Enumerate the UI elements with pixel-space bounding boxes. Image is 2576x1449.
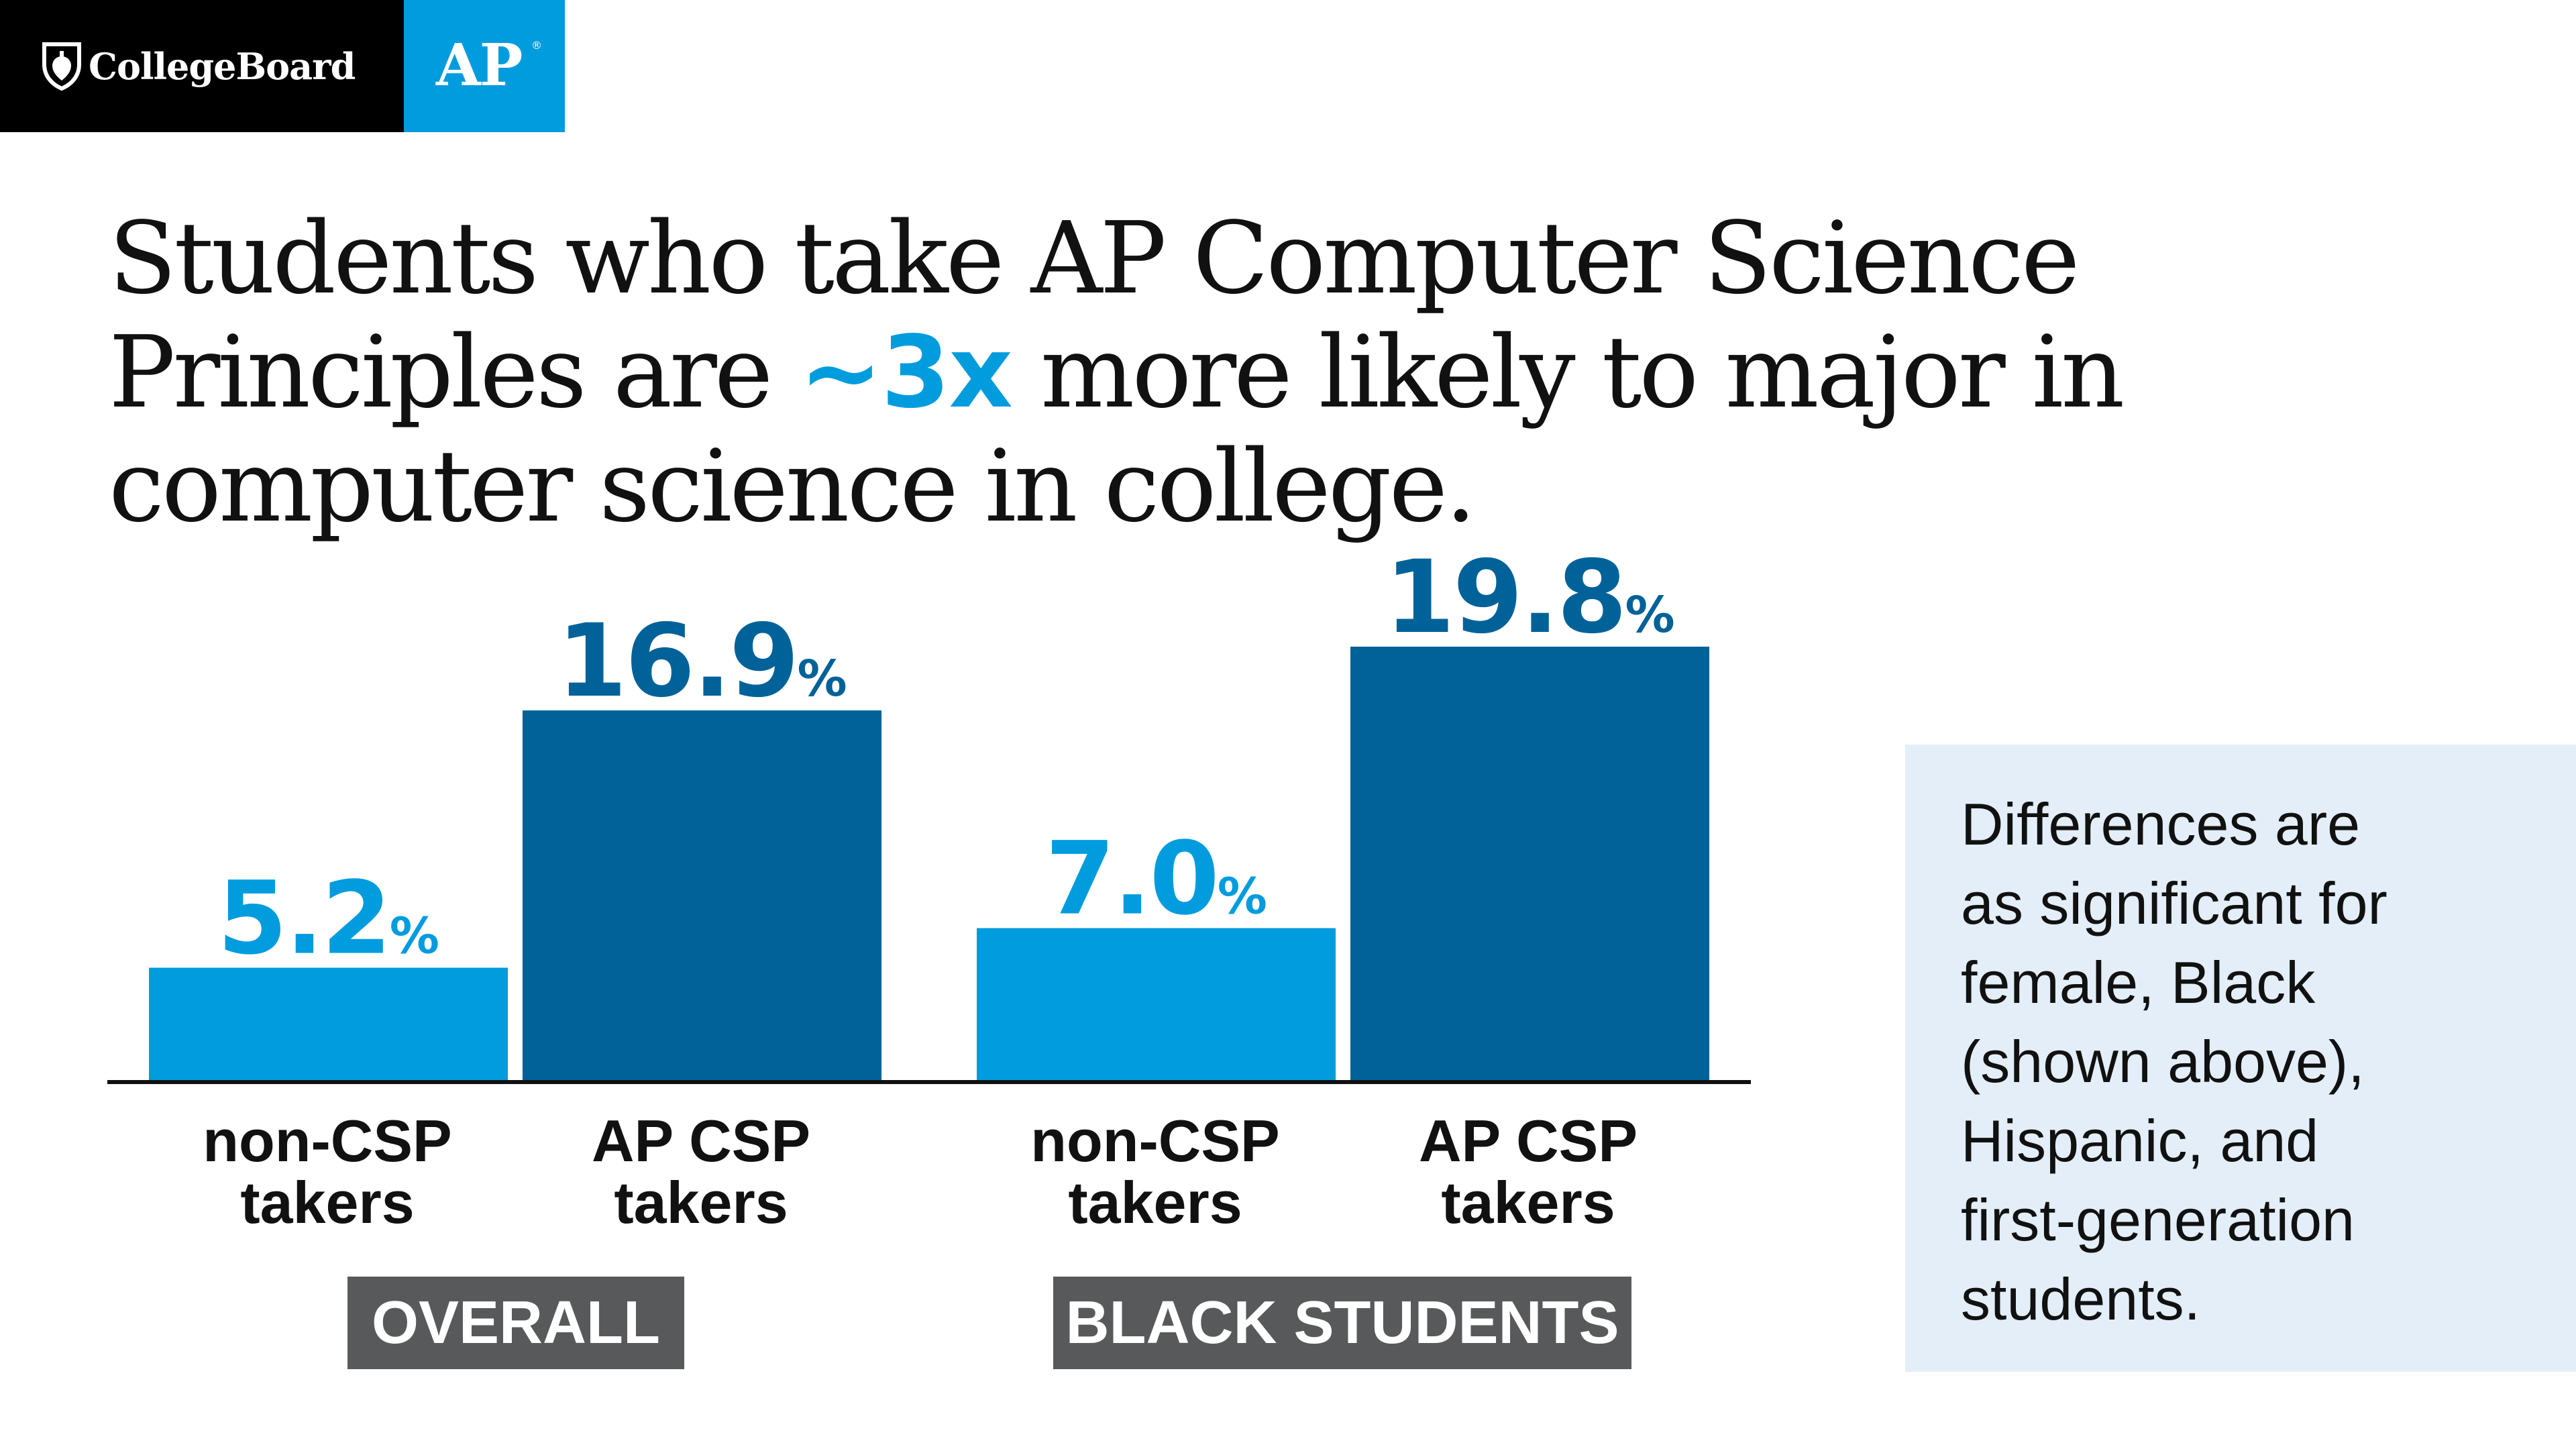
note-line: Differences are	[1961, 791, 2361, 857]
value-label-black-students-noncsp: 7.0%	[1045, 821, 1267, 938]
headline: Students who take AP Computer Science Pr…	[109, 201, 2322, 543]
category-label-line: takers	[1441, 1169, 1615, 1236]
note-line: students.	[1961, 1266, 2201, 1332]
registered-mark: ®	[531, 39, 542, 52]
category-label-line: takers	[1068, 1169, 1242, 1236]
category-label-line: non-CSP	[1030, 1108, 1280, 1174]
ap-logo: AP ®	[404, 0, 565, 132]
headline-line-3: computer science in college.	[109, 429, 1477, 544]
group-label-overall: OVERALL	[347, 1277, 684, 1369]
category-label-line: AP CSP	[591, 1108, 811, 1174]
category-label-black-noncsp: non-CSP takers	[981, 1110, 1330, 1234]
side-note: Differences are as significant for femal…	[1905, 745, 2576, 1372]
category-label-line: takers	[614, 1169, 788, 1236]
headline-accent: ~3x	[799, 315, 1012, 430]
side-note-text: Differences are as significant for femal…	[1961, 785, 2551, 1339]
value-label-overall-apcsp: 16.9%	[557, 603, 847, 720]
note-line: (shown above),	[1961, 1028, 2365, 1095]
category-label-line: non-CSP	[203, 1108, 452, 1174]
group-label-black-students: BLACK STUDENTS	[1053, 1277, 1631, 1369]
category-label-line: AP CSP	[1418, 1108, 1638, 1174]
acorn-shield-icon	[42, 42, 81, 91]
note-line: as significant for	[1961, 870, 2387, 936]
note-line: Hispanic, and	[1961, 1108, 2319, 1174]
value-label-black-students-apcsp: 19.8%	[1385, 539, 1674, 656]
bar-overall-noncsp	[149, 967, 508, 1082]
bar-overall-apcsp	[523, 710, 881, 1082]
category-label-line: takers	[240, 1169, 415, 1236]
category-label-overall-apcsp: AP CSP takers	[527, 1110, 875, 1234]
headline-line-2-end: more likely to major in	[1011, 315, 2125, 430]
note-line: first-generation	[1961, 1187, 2355, 1253]
category-label-overall-noncsp: non-CSP takers	[153, 1110, 502, 1234]
collegeboard-wordmark: CollegeBoard	[89, 45, 356, 88]
ap-wordmark: AP	[436, 32, 523, 99]
headline-line-2-start: Principles are	[109, 315, 800, 430]
headline-line-2: Principles are ~3x more likely to major …	[109, 315, 2322, 429]
headline-line-1: Students who take AP Computer Science	[109, 201, 2080, 316]
value-label-overall-noncsp: 5.2%	[217, 861, 439, 977]
bar-black-students-apcsp	[1350, 646, 1709, 1082]
collegeboard-logo: CollegeBoard	[0, 0, 404, 132]
note-line: female, Black	[1961, 949, 2316, 1016]
bar-black-students-noncsp	[977, 928, 1336, 1082]
category-label-black-apcsp: AP CSP takers	[1354, 1110, 1703, 1234]
